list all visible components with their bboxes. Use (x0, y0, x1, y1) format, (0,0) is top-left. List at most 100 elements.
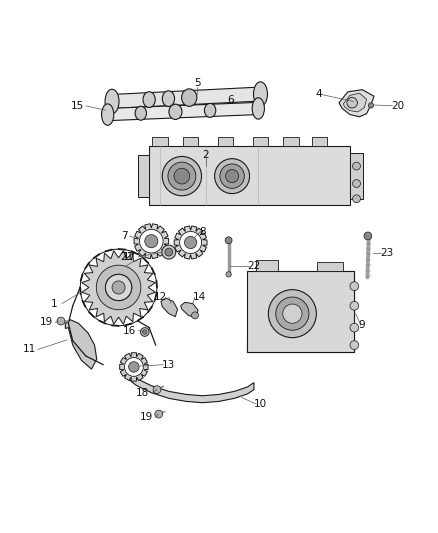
Polygon shape (161, 298, 177, 317)
Text: 18: 18 (136, 388, 149, 398)
FancyBboxPatch shape (247, 271, 354, 352)
Text: 13: 13 (162, 360, 176, 370)
Polygon shape (125, 369, 254, 403)
Text: 21: 21 (120, 252, 134, 262)
Polygon shape (256, 260, 278, 271)
Ellipse shape (143, 92, 155, 108)
Circle shape (353, 162, 360, 170)
Text: 19: 19 (40, 317, 53, 327)
FancyBboxPatch shape (149, 147, 350, 205)
Circle shape (105, 274, 132, 301)
Polygon shape (350, 153, 363, 199)
Ellipse shape (162, 91, 175, 107)
Circle shape (364, 232, 372, 240)
Circle shape (162, 157, 201, 196)
Ellipse shape (205, 103, 216, 117)
Circle shape (191, 312, 198, 319)
Polygon shape (283, 137, 299, 147)
Polygon shape (65, 320, 97, 369)
Text: 17: 17 (123, 252, 136, 262)
Polygon shape (134, 224, 169, 259)
Circle shape (57, 317, 65, 325)
Circle shape (353, 195, 360, 203)
Polygon shape (218, 137, 233, 147)
Circle shape (141, 328, 149, 336)
Polygon shape (311, 137, 327, 147)
Circle shape (140, 229, 163, 253)
Circle shape (215, 159, 250, 193)
Text: 14: 14 (193, 292, 206, 302)
Circle shape (226, 272, 231, 277)
Circle shape (226, 169, 239, 183)
Polygon shape (138, 155, 149, 197)
Ellipse shape (162, 248, 175, 256)
Ellipse shape (182, 89, 197, 107)
Text: 22: 22 (247, 261, 261, 271)
Ellipse shape (170, 105, 181, 119)
Text: 2: 2 (203, 150, 209, 159)
Polygon shape (253, 137, 268, 147)
Text: 20: 20 (392, 101, 405, 111)
Circle shape (168, 162, 196, 190)
Circle shape (350, 302, 359, 310)
Ellipse shape (102, 104, 114, 125)
Circle shape (225, 237, 232, 244)
Ellipse shape (105, 89, 119, 114)
Circle shape (124, 358, 143, 376)
Circle shape (129, 362, 139, 372)
Circle shape (112, 281, 125, 294)
Circle shape (276, 297, 309, 330)
Text: 7: 7 (121, 231, 127, 241)
Polygon shape (339, 90, 374, 117)
Circle shape (184, 236, 197, 248)
Text: 15: 15 (71, 101, 84, 111)
Polygon shape (112, 87, 261, 108)
Ellipse shape (254, 82, 268, 106)
Text: 10: 10 (254, 399, 267, 409)
Circle shape (180, 231, 201, 254)
Circle shape (353, 180, 360, 188)
Circle shape (347, 98, 357, 108)
Circle shape (143, 330, 147, 334)
Text: 4: 4 (315, 89, 321, 99)
Polygon shape (180, 302, 198, 318)
Text: 19: 19 (140, 412, 153, 422)
Circle shape (174, 168, 190, 184)
Polygon shape (247, 271, 354, 352)
Text: 6: 6 (228, 95, 234, 104)
Text: 9: 9 (359, 320, 365, 330)
Polygon shape (107, 102, 258, 120)
Text: 1: 1 (51, 298, 57, 309)
Ellipse shape (135, 106, 146, 120)
Circle shape (162, 245, 176, 259)
Circle shape (268, 289, 316, 338)
Text: 5: 5 (194, 78, 201, 88)
Ellipse shape (169, 104, 182, 119)
Text: 11: 11 (22, 344, 35, 354)
Circle shape (220, 164, 244, 188)
Text: 12: 12 (153, 292, 166, 302)
Polygon shape (82, 251, 155, 324)
Ellipse shape (252, 98, 265, 119)
Polygon shape (174, 226, 207, 259)
Polygon shape (120, 353, 148, 381)
Circle shape (368, 103, 374, 108)
Circle shape (350, 323, 359, 332)
Circle shape (111, 280, 126, 295)
Circle shape (283, 304, 302, 323)
Polygon shape (152, 137, 168, 147)
Circle shape (165, 248, 173, 256)
Polygon shape (317, 262, 343, 271)
Ellipse shape (183, 90, 195, 106)
Text: 8: 8 (199, 227, 206, 237)
Circle shape (155, 410, 162, 418)
Circle shape (145, 235, 158, 248)
Polygon shape (343, 93, 367, 112)
Circle shape (106, 274, 132, 301)
Circle shape (153, 386, 161, 393)
Circle shape (350, 341, 359, 350)
Circle shape (350, 282, 359, 290)
Polygon shape (183, 137, 198, 147)
Text: 23: 23 (381, 248, 394, 259)
Circle shape (96, 265, 141, 310)
